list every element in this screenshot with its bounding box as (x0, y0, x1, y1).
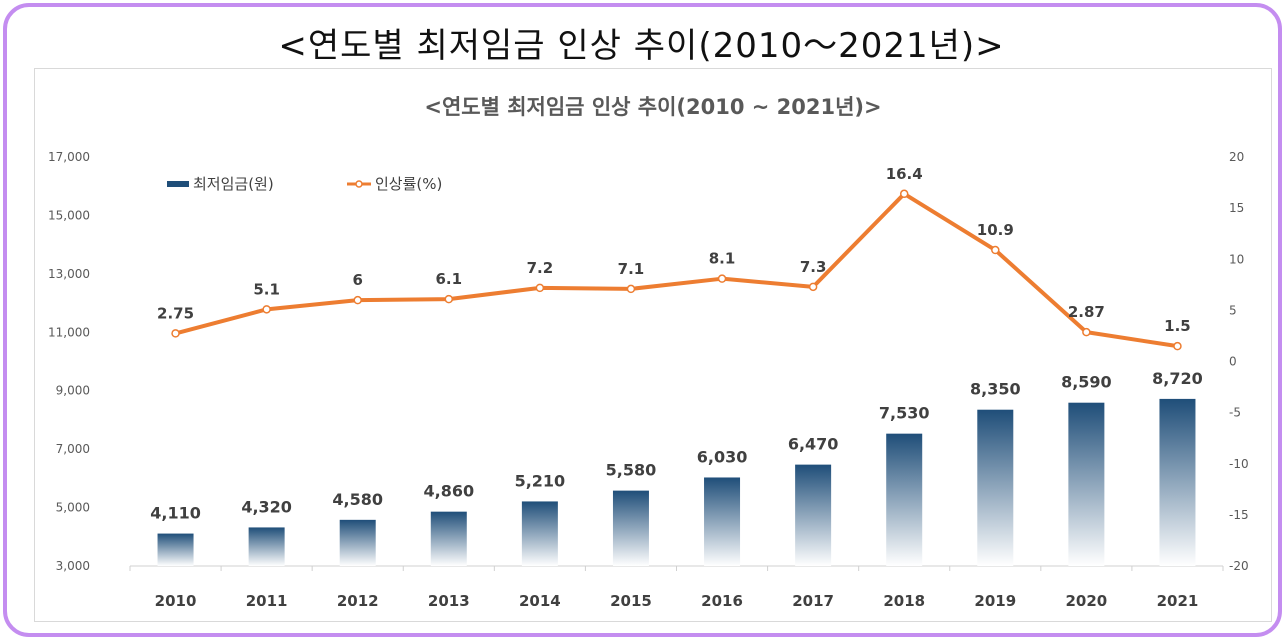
rate-point-2014 (535, 283, 545, 293)
legend-group: 최저임금(원) 인상률(%) (167, 175, 442, 193)
rate-point-2019 (991, 245, 1000, 255)
y-left-tick-label: 5,000 (56, 501, 90, 515)
x-tick-label: 2018 (883, 592, 925, 610)
rate-point-2020 (1082, 327, 1091, 337)
rate-point-2017 (808, 282, 818, 292)
rate-data-label: 1.5 (1164, 317, 1191, 335)
bar-2013 (430, 511, 467, 566)
page-title: <연도별 최저임금 인상 추이(2010～2021년)> (278, 26, 1005, 66)
rate-data-label: 8.1 (709, 250, 736, 268)
line-group (171, 189, 1182, 351)
x-tick-label: 2012 (337, 592, 379, 610)
legend-bar-label: 최저임금(원) (193, 175, 274, 193)
x-tick-label: 2011 (246, 592, 288, 610)
rate-point-2016 (717, 274, 727, 283)
rate-data-label: 16.4 (886, 165, 923, 183)
bar-data-label: 5,580 (606, 461, 657, 480)
rate-point-2010 (171, 329, 180, 338)
bar-data-label: 6,470 (788, 435, 839, 454)
rate-point-2013 (444, 294, 454, 304)
bar-data-label: 4,580 (332, 490, 383, 509)
legend-line-label: 인상률(%) (375, 175, 442, 193)
bar-data-label: 8,590 (1061, 373, 1112, 392)
bar-2011 (248, 527, 285, 566)
rate-data-label: 5.1 (253, 280, 280, 298)
y-left-tick-label: 9,000 (56, 384, 90, 398)
x-tick-label: 2020 (1066, 592, 1108, 610)
bar-data-label: 8,350 (970, 380, 1021, 399)
rate-data-label: 2.87 (1068, 303, 1105, 321)
bar-2018 (886, 433, 923, 566)
x-tick-label: 2021 (1157, 592, 1199, 610)
bar-data-label: 7,530 (879, 404, 930, 423)
rate-point-2012 (353, 295, 362, 305)
y-right-tick-label: 5 (1229, 303, 1237, 317)
rate-data-label: 7.1 (618, 260, 645, 278)
x-tick-label: 2014 (519, 592, 561, 610)
y-right-tick-label: -20 (1229, 559, 1249, 573)
rate-data-label: 2.75 (157, 304, 194, 322)
bar-2017 (795, 464, 832, 566)
y-right-tick-label: 15 (1229, 201, 1244, 215)
legend-line-marker (355, 180, 363, 188)
x-tick-label: 2015 (610, 592, 652, 610)
rate-point-2011 (262, 305, 271, 314)
chart-container: <연도별 최저임금 인상 추이(2010 ~ 2021년)> 3,000 5,000… (34, 68, 1272, 622)
y-left-tick-label: 7,000 (56, 442, 90, 456)
y-right-tick-label: 10 (1229, 252, 1244, 266)
x-tick-label: 2016 (701, 592, 743, 610)
legend-bar-swatch (167, 181, 189, 187)
rate-data-label: 6 (352, 271, 362, 289)
bar-2014 (521, 501, 558, 566)
y-right-tick-label: 20 (1229, 150, 1244, 164)
y-right-tick-label: -5 (1229, 406, 1241, 420)
bar-2019 (977, 409, 1014, 566)
bar-data-label: 8,720 (1152, 369, 1203, 388)
rate-line (175, 191, 1178, 349)
bar-2016 (704, 477, 741, 566)
y-right-tick-label: 0 (1229, 355, 1237, 369)
bar-2012 (339, 519, 376, 566)
rate-point-2015 (626, 284, 636, 294)
y-left-tick-label: 3,000 (56, 559, 90, 573)
rate-data-label: 7.3 (800, 258, 827, 276)
x-tick-label: 2017 (792, 592, 834, 610)
rate-point-2018 (899, 189, 909, 199)
bar-data-label: 4,110 (150, 504, 201, 523)
bar-data-label: 4,320 (241, 497, 292, 516)
y-right-tick-label: -10 (1229, 457, 1249, 471)
chart-svg: <연도별 최저임금 인상 추이(2010 ~ 2021년)> 3,000 5,000… (48, 95, 1249, 610)
y-left-tick-label: 13,000 (48, 267, 90, 281)
bar-data-label: 5,210 (515, 471, 566, 490)
x-tick-label: 2019 (974, 592, 1016, 610)
x-tick-label: 2013 (428, 592, 470, 610)
rate-point-2021 (1173, 341, 1182, 351)
bar-data-label: 6,030 (697, 447, 748, 466)
rate-data-label: 10.9 (977, 221, 1014, 239)
bar-2010 (157, 533, 194, 566)
rate-data-label: 6.1 (436, 270, 463, 288)
axes-group: <연도별 최저임금 인상 추이(2010 ~ 2021년)> 3,000 5,000… (48, 95, 1249, 610)
rate-data-label: 7.2 (527, 259, 554, 277)
y-left-tick-label: 11,000 (48, 325, 90, 339)
y-left-tick-label: 17,000 (48, 150, 90, 164)
bar-2021 (1159, 398, 1196, 566)
labels-group: 4,110 4,320 4,580 4,860 5,210 5,580 6,030 6,470… (150, 165, 1203, 523)
bar-2015 (612, 490, 649, 566)
bar-2020 (1068, 402, 1105, 566)
bars-group (157, 398, 1196, 566)
x-tick-label: 2010 (155, 592, 197, 610)
bar-data-label: 4,860 (423, 482, 474, 501)
chart-title: <연도별 최저임금 인상 추이(2010 ~ 2021년)> (424, 95, 881, 119)
y-left-tick-label: 15,000 (48, 208, 90, 222)
y-right-tick-label: -15 (1229, 508, 1249, 522)
